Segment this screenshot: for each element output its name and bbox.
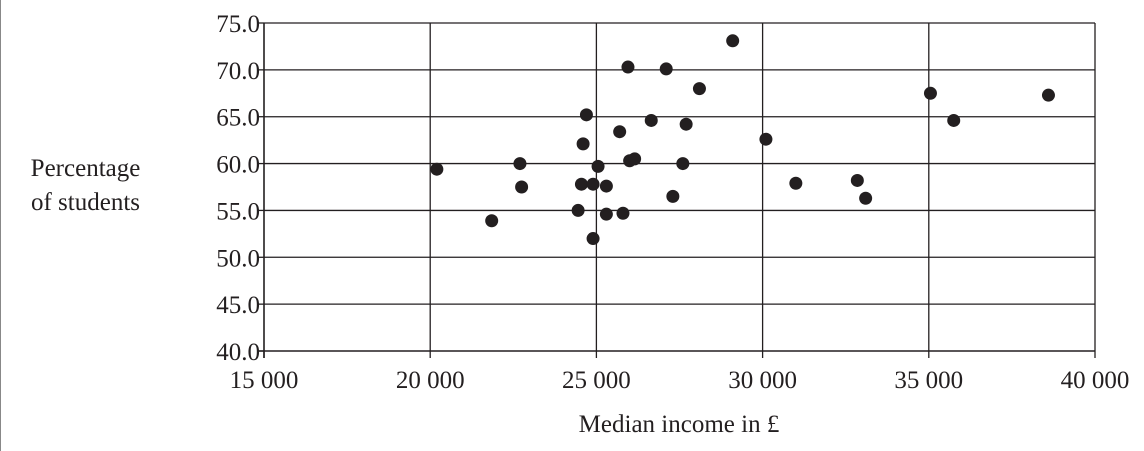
data-point bbox=[586, 177, 600, 191]
y-tick-label: 55.0 bbox=[216, 198, 260, 225]
x-tick-label: 15 000 bbox=[230, 367, 299, 394]
data-point bbox=[616, 206, 630, 220]
data-point bbox=[515, 180, 529, 194]
data-point bbox=[726, 34, 740, 48]
data-point bbox=[599, 179, 613, 193]
data-point bbox=[679, 117, 693, 131]
data-point bbox=[850, 173, 864, 187]
data-point bbox=[599, 207, 613, 221]
data-point bbox=[1041, 88, 1055, 102]
data-point bbox=[430, 162, 444, 176]
x-tick-label: 40 000 bbox=[1061, 367, 1130, 394]
x-axis-label: Median income in £ bbox=[579, 411, 780, 438]
data-point bbox=[676, 157, 690, 171]
grid-lines bbox=[264, 22, 1096, 351]
data-points bbox=[430, 34, 1055, 246]
data-point bbox=[759, 132, 773, 146]
y-axis-label: Percentage of students bbox=[8, 152, 163, 220]
y-tick-label: 50.0 bbox=[216, 245, 260, 272]
x-tick-label: 35 000 bbox=[894, 367, 963, 394]
data-point bbox=[644, 113, 658, 127]
y-tick-label: 65.0 bbox=[216, 105, 260, 132]
data-point bbox=[576, 137, 590, 151]
data-point bbox=[586, 232, 600, 246]
data-point bbox=[591, 159, 605, 173]
x-tick-labels: 15 000 20 000 25 000 30 000 35 000 40 000 bbox=[230, 367, 1130, 394]
data-point bbox=[571, 203, 585, 217]
data-point bbox=[485, 214, 499, 228]
data-point bbox=[613, 125, 627, 139]
data-point bbox=[789, 176, 803, 190]
data-point bbox=[579, 108, 593, 122]
y-tick-label: 70.0 bbox=[216, 58, 260, 85]
data-point bbox=[659, 62, 673, 76]
axes bbox=[258, 22, 1096, 358]
y-tick-label: 40.0 bbox=[216, 339, 260, 366]
y-tick-labels: 40.0 45.0 50.0 55.0 60.0 65.0 70.0 75.0 bbox=[216, 11, 260, 366]
data-point bbox=[513, 157, 527, 171]
x-tick-label: 25 000 bbox=[562, 367, 631, 394]
data-point bbox=[666, 189, 680, 203]
data-point bbox=[621, 60, 635, 74]
data-point bbox=[692, 82, 706, 96]
data-point bbox=[859, 191, 873, 205]
x-tick-label: 30 000 bbox=[728, 367, 797, 394]
data-point bbox=[923, 86, 937, 100]
data-point bbox=[574, 177, 588, 191]
data-point bbox=[628, 152, 642, 166]
x-tick-label: 20 000 bbox=[396, 367, 465, 394]
y-axis-label-line-2: of students bbox=[30, 189, 141, 216]
y-tick-label: 60.0 bbox=[216, 152, 260, 179]
y-tick-label: 75.0 bbox=[216, 11, 260, 38]
y-tick-label: 45.0 bbox=[216, 292, 260, 319]
page-edge-divider bbox=[0, 0, 1, 451]
y-axis-label-line-1: Percentage bbox=[30, 155, 141, 182]
data-point bbox=[947, 113, 961, 127]
